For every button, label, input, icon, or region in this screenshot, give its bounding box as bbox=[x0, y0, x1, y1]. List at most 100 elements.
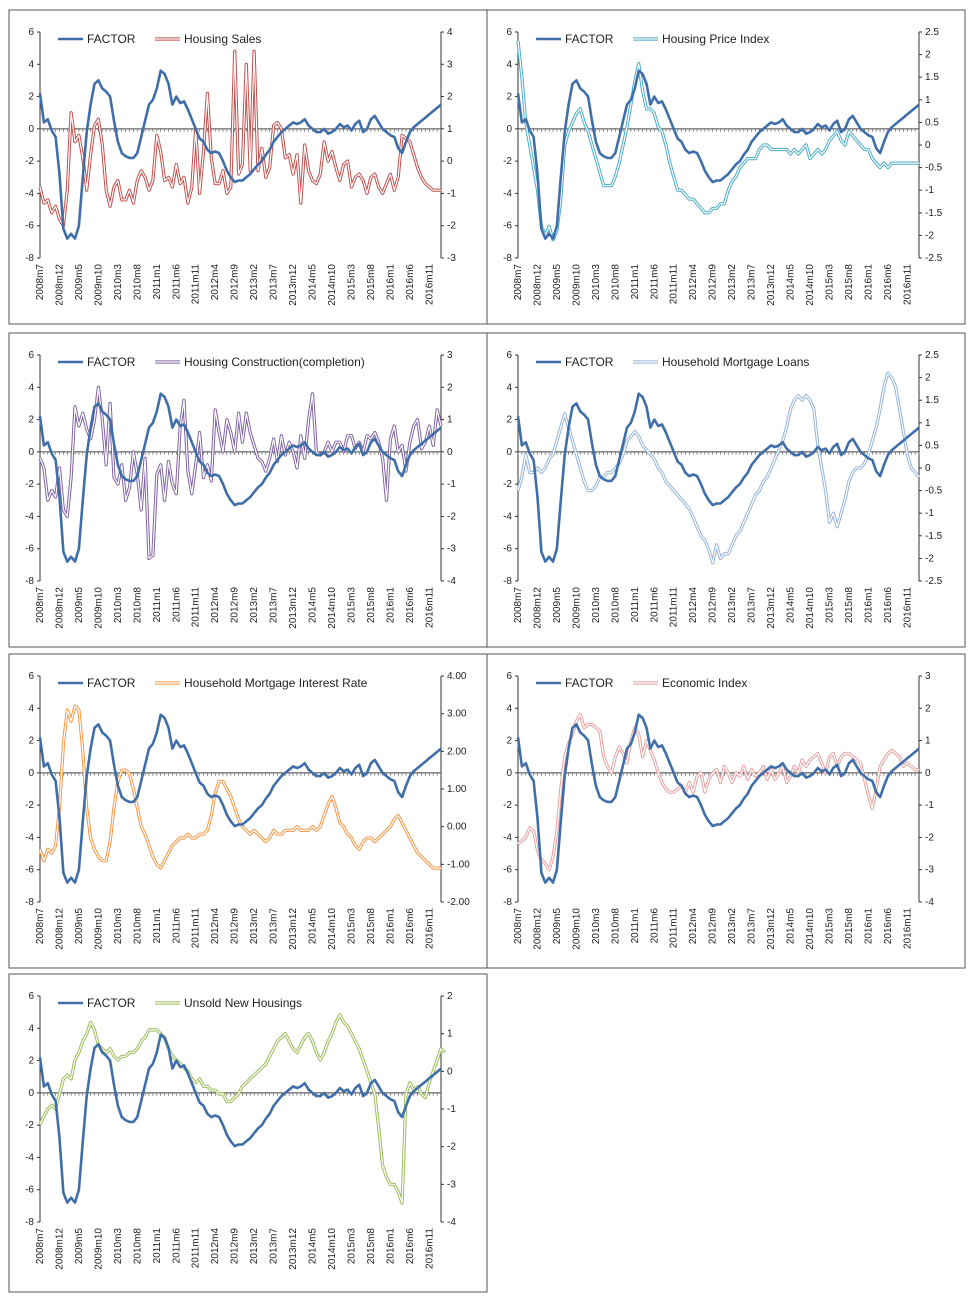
x-tick-label: 2008m12 bbox=[54, 1228, 65, 1270]
right-tick-label: 2 bbox=[925, 50, 931, 61]
right-tick-label: -1.00 bbox=[447, 859, 470, 870]
right-tick-label: 0 bbox=[447, 447, 453, 458]
x-tick-label: 2014m10 bbox=[805, 908, 816, 950]
legend-factor-label: FACTOR bbox=[87, 996, 136, 1010]
left-tick-label: 6 bbox=[28, 671, 34, 682]
x-tick-label: 2015m3 bbox=[824, 587, 835, 624]
x-tick-label: 2011m1 bbox=[630, 264, 641, 300]
x-tick-label: 2013m7 bbox=[269, 1228, 280, 1265]
right-tick-label: 0 bbox=[447, 1066, 453, 1077]
x-tick-label: 2015m3 bbox=[346, 1228, 357, 1265]
right-tick-label: -4 bbox=[925, 897, 934, 908]
x-tick-label: 2014m5 bbox=[786, 264, 797, 301]
x-tick-label: 2013m7 bbox=[747, 264, 758, 301]
x-tick-label: 2009m5 bbox=[74, 264, 85, 301]
x-tick-label: 2008m7 bbox=[513, 908, 524, 945]
chart-panel: 6 4 2 0 -2 -4 -6 -8 2.5 2 1.5 1 0.5 0 -0.5 -1 -1.5 -2 -2.5… bbox=[486, 9, 966, 325]
x-tick-label: 2016m11 bbox=[902, 587, 913, 628]
x-tick-label: 2013m12 bbox=[288, 587, 299, 629]
x-tick-label: 2016m11 bbox=[424, 587, 435, 628]
left-tick-label: -2 bbox=[25, 156, 34, 167]
x-tick-label: 2013m7 bbox=[269, 908, 280, 945]
x-tick-label: 2013m2 bbox=[727, 587, 738, 624]
left-tick-label: -4 bbox=[503, 188, 512, 199]
x-tick-label: 2010m3 bbox=[113, 264, 124, 301]
legend-series-label: Housing Price Index bbox=[662, 32, 769, 46]
right-tick-label: 2 bbox=[447, 92, 453, 103]
series-line bbox=[39, 1014, 446, 1204]
chart-panel: 6 4 2 0 -2 -4 -6 -8 2.5 2 1.5 1 0.5 0 -0.5 -1 -1.5 -2 -2.5… bbox=[486, 332, 966, 648]
x-tick-label: 2014m5 bbox=[308, 587, 319, 624]
right-tick-label: -1 bbox=[447, 188, 456, 199]
right-tick-label: -2.00 bbox=[447, 897, 470, 908]
x-tick-label: 2010m3 bbox=[591, 908, 602, 945]
right-tick-label: 2.5 bbox=[925, 350, 939, 361]
chart-panel: 6 4 2 0 -2 -4 -6 -8 4 3 2 1 0 -1 -2 -3 2008m7 2008m12 2009… bbox=[8, 9, 488, 325]
right-tick-label: -1 bbox=[925, 185, 934, 196]
right-tick-label: -0.5 bbox=[925, 163, 943, 174]
x-tick-label: 2009m10 bbox=[571, 908, 582, 950]
right-tick-label: 0 bbox=[447, 156, 453, 167]
x-tick-label: 2013m2 bbox=[249, 908, 260, 945]
x-tick-label: 2010m3 bbox=[113, 587, 124, 624]
left-tick-label: 4 bbox=[28, 703, 34, 714]
left-tick-label: -2 bbox=[503, 479, 512, 490]
x-tick-label: 2014m5 bbox=[786, 587, 797, 624]
x-tick-label: 2010m8 bbox=[610, 264, 621, 301]
x-tick-label: 2013m12 bbox=[288, 1228, 299, 1270]
x-tick-label: 2015m3 bbox=[824, 264, 835, 301]
x-tick-label: 2016m6 bbox=[883, 908, 894, 945]
x-tick-label: 2016m6 bbox=[405, 1228, 416, 1265]
x-tick-label: 2014m10 bbox=[327, 1228, 338, 1270]
left-tick-label: 0 bbox=[506, 124, 512, 135]
right-tick-label: 2 bbox=[925, 373, 931, 384]
x-tick-label: 2015m8 bbox=[844, 264, 855, 301]
x-tick-label: 2011m6 bbox=[171, 1228, 182, 1264]
x-tick-label: 2016m6 bbox=[883, 264, 894, 301]
x-tick-label: 2011m1 bbox=[152, 264, 163, 300]
x-tick-label: 2016m6 bbox=[883, 587, 894, 624]
series-line bbox=[517, 372, 920, 564]
x-tick-label: 2016m11 bbox=[424, 1228, 435, 1269]
left-tick-label: 4 bbox=[506, 59, 512, 70]
x-tick-label: 2014m5 bbox=[308, 264, 319, 301]
right-tick-label: 0.5 bbox=[925, 440, 939, 451]
right-tick-label: 3 bbox=[447, 350, 453, 361]
x-tick-label: 2010m3 bbox=[591, 587, 602, 624]
chart-panel: 6 4 2 0 -2 -4 -6 -8 2 1 0 -1 -2 -3 -4 2008m7 2008m12 2009… bbox=[8, 973, 488, 1293]
left-tick-label: -8 bbox=[25, 576, 34, 587]
left-tick-label: 4 bbox=[506, 703, 512, 714]
right-tick-label: -1 bbox=[447, 479, 456, 490]
left-tick-label: -4 bbox=[25, 188, 34, 199]
right-tick-label: -2 bbox=[447, 221, 456, 232]
x-tick-label: 2016m1 bbox=[385, 908, 396, 945]
x-tick-label: 2012m4 bbox=[688, 908, 699, 945]
right-tick-label: -3 bbox=[447, 544, 456, 555]
left-tick-label: -6 bbox=[503, 221, 512, 232]
x-tick-label: 2013m12 bbox=[288, 264, 299, 306]
left-tick-label: -8 bbox=[503, 253, 512, 264]
x-tick-label: 2013m12 bbox=[288, 908, 299, 950]
right-tick-label: 1.00 bbox=[447, 784, 467, 795]
x-tick-label: 2009m10 bbox=[571, 587, 582, 629]
left-tick-label: 2 bbox=[28, 736, 34, 747]
left-tick-label: -4 bbox=[25, 511, 34, 522]
x-tick-label: 2013m2 bbox=[249, 1228, 260, 1265]
left-tick-label: 0 bbox=[506, 768, 512, 779]
legend-factor-label: FACTOR bbox=[87, 676, 136, 690]
left-tick-label: 2 bbox=[28, 92, 34, 103]
x-tick-label: 2014m10 bbox=[327, 264, 338, 306]
factor-line bbox=[38, 713, 442, 884]
x-tick-label: 2012m9 bbox=[230, 1228, 241, 1265]
right-tick-label: -1 bbox=[925, 508, 934, 519]
x-tick-label: 2008m7 bbox=[35, 908, 46, 945]
x-tick-label: 2014m10 bbox=[327, 908, 338, 950]
right-tick-label: -2 bbox=[447, 511, 456, 522]
legend-series-label: Housing Sales bbox=[184, 32, 261, 46]
x-tick-label: 2011m1 bbox=[152, 908, 163, 944]
x-tick-label: 2013m2 bbox=[727, 264, 738, 301]
right-tick-label: 2.5 bbox=[925, 27, 939, 38]
x-tick-label: 2012m4 bbox=[210, 1228, 221, 1265]
right-tick-label: -3 bbox=[925, 865, 934, 876]
left-tick-label: -4 bbox=[25, 832, 34, 843]
